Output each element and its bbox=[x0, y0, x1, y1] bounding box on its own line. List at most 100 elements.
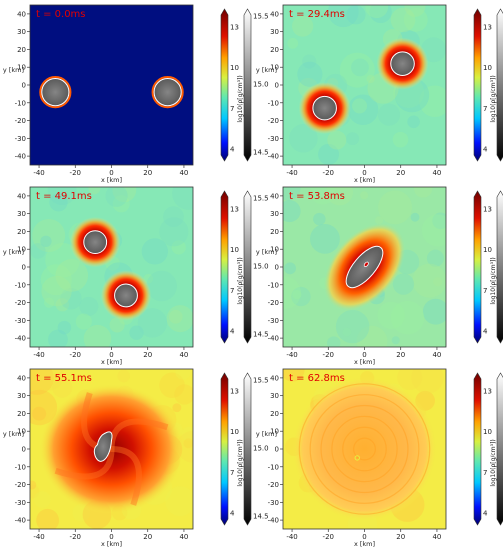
x-tick-label: -40 bbox=[33, 351, 44, 359]
y-tick-label: 40 bbox=[270, 192, 279, 200]
density-blob bbox=[310, 223, 340, 254]
density-blob bbox=[36, 508, 60, 529]
density-blob bbox=[318, 143, 340, 165]
density-blob bbox=[335, 309, 370, 344]
y-tick-label: -30 bbox=[268, 135, 279, 143]
colorbar-main bbox=[473, 372, 482, 526]
panel-t294: t = 29.4ms -40 -20 0 20 40 -40 -30 -20 -10 0 10 20 30… bbox=[256, 4, 503, 184]
spiral-arm bbox=[54, 448, 115, 480]
density-blob bbox=[40, 264, 72, 296]
y-tick-label: 0 bbox=[22, 264, 26, 272]
y-tick-label: -20 bbox=[268, 299, 279, 307]
density-blob bbox=[390, 300, 425, 335]
y-tick-label: 20 bbox=[17, 46, 26, 54]
colorbar-label: log10(ρ[g/cm³]) bbox=[237, 257, 244, 304]
density-blob bbox=[377, 301, 405, 330]
colorbar-tick: 10 bbox=[483, 428, 492, 436]
density-blob bbox=[411, 369, 444, 394]
disk-ring bbox=[309, 394, 420, 504]
y-tick-label: 30 bbox=[270, 28, 279, 36]
colorbar-tick: 7 bbox=[483, 469, 487, 477]
star-rim bbox=[151, 76, 184, 109]
density-blob bbox=[40, 235, 52, 247]
density-blob bbox=[30, 480, 37, 490]
colorbar-core bbox=[243, 190, 252, 344]
y-tick-label: 10 bbox=[270, 64, 279, 72]
y-axis-label: y [km] bbox=[256, 248, 277, 256]
y-tick-label: 30 bbox=[17, 210, 26, 218]
colorbar-core-tick: 14.5 bbox=[253, 149, 269, 157]
density-blob bbox=[181, 426, 193, 442]
y-tick-label: 40 bbox=[270, 10, 279, 18]
colorbar-main bbox=[220, 8, 229, 162]
y-tick-label: 40 bbox=[17, 10, 26, 18]
spiral-arm bbox=[108, 418, 169, 450]
x-tick-label: 20 bbox=[143, 533, 152, 541]
density-blob bbox=[397, 369, 423, 391]
density-blob bbox=[375, 216, 384, 225]
neutron-star bbox=[312, 95, 337, 121]
disk-ring bbox=[298, 383, 431, 515]
density-blob bbox=[352, 98, 368, 114]
time-label: t = 62.8ms bbox=[289, 373, 345, 384]
density-blob bbox=[30, 369, 54, 395]
density-blob bbox=[30, 484, 40, 499]
density-blob bbox=[112, 195, 130, 213]
disk-ring bbox=[331, 415, 398, 483]
density-blob bbox=[183, 438, 193, 449]
density-blob bbox=[52, 377, 73, 398]
y-tick-label: -30 bbox=[15, 499, 26, 507]
colorbar-core-tick: 15.0 bbox=[253, 445, 269, 453]
x-tick-label: -40 bbox=[33, 169, 44, 177]
y-tick-label: -20 bbox=[268, 481, 279, 489]
density-blob bbox=[112, 187, 137, 203]
x-tick-label: 0 bbox=[109, 533, 113, 541]
density-blob bbox=[33, 491, 51, 509]
x-axis-label: x [km] bbox=[354, 358, 375, 366]
density-blob bbox=[60, 287, 82, 310]
colorbar-tick: 4 bbox=[230, 146, 235, 154]
density-blob bbox=[432, 212, 446, 230]
x-tick-label: 20 bbox=[396, 169, 405, 177]
density-blob bbox=[366, 74, 375, 84]
colorbar-core-tick: 15.0 bbox=[253, 263, 269, 271]
y-tick-label: -10 bbox=[15, 463, 26, 471]
core-spot bbox=[354, 455, 360, 461]
density-blob bbox=[159, 217, 189, 247]
colorbar-label: log10(ρ[g/cm³]) bbox=[490, 439, 497, 486]
density-blob bbox=[313, 212, 326, 226]
x-axis-label: x [km] bbox=[354, 540, 375, 548]
y-tick-label: 40 bbox=[270, 374, 279, 382]
remnant-envelope bbox=[39, 383, 184, 515]
density-blob bbox=[159, 372, 185, 398]
disk-ring bbox=[320, 404, 409, 494]
density-blob bbox=[392, 131, 409, 148]
density-blob bbox=[172, 187, 193, 210]
y-tick-label: -20 bbox=[268, 117, 279, 125]
neutron-star bbox=[41, 78, 70, 107]
density-blob bbox=[283, 187, 301, 201]
density-blob bbox=[171, 240, 186, 255]
y-tick-label: 20 bbox=[17, 410, 26, 418]
density-blob bbox=[117, 369, 131, 383]
density-blob bbox=[163, 206, 184, 228]
density-blob bbox=[391, 336, 400, 345]
disk-envelope bbox=[292, 376, 437, 522]
density-blob bbox=[339, 52, 375, 88]
density-blob bbox=[413, 187, 433, 198]
colorbar-main bbox=[473, 190, 482, 344]
neutron-star bbox=[114, 283, 138, 308]
y-axis-label: y [km] bbox=[3, 66, 24, 74]
x-tick-label: -40 bbox=[286, 169, 297, 177]
y-axis-label: y [km] bbox=[256, 66, 277, 74]
x-tick-label: 0 bbox=[362, 169, 366, 177]
colorbar-label: log10(ρ[g/cm³]) bbox=[237, 75, 244, 122]
y-tick-label: -20 bbox=[15, 481, 26, 489]
colorbar-core bbox=[496, 372, 503, 526]
density-blob bbox=[129, 325, 144, 340]
